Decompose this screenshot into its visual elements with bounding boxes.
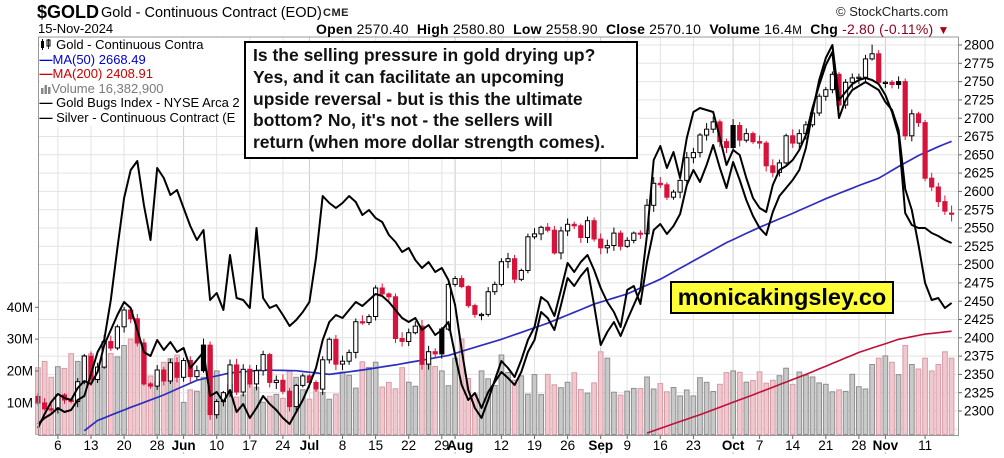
svg-text:2650: 2650: [964, 147, 994, 162]
svg-text:20: 20: [117, 438, 132, 453]
svg-text:2425: 2425: [964, 312, 994, 327]
svg-text:28: 28: [150, 438, 165, 453]
svg-text:Jun: Jun: [172, 438, 196, 453]
svg-text:2475: 2475: [964, 276, 994, 291]
svg-text:2450: 2450: [964, 294, 994, 309]
svg-text:2550: 2550: [964, 221, 994, 236]
svg-text:19: 19: [527, 438, 542, 453]
svg-text:24: 24: [275, 438, 291, 453]
svg-text:13: 13: [83, 438, 98, 453]
svg-text:28: 28: [851, 438, 866, 453]
svg-text:2775: 2775: [964, 56, 994, 71]
svg-text:2375: 2375: [964, 349, 994, 364]
svg-text:2750: 2750: [964, 74, 994, 89]
svg-text:10: 10: [209, 438, 224, 453]
svg-text:Oct: Oct: [722, 438, 745, 453]
svg-text:2700: 2700: [964, 111, 994, 126]
svg-text:21: 21: [818, 438, 833, 453]
svg-text:29: 29: [434, 438, 449, 453]
svg-text:22: 22: [401, 438, 416, 453]
svg-text:Jul: Jul: [300, 438, 320, 453]
svg-text:2725: 2725: [964, 93, 994, 108]
svg-text:16: 16: [653, 438, 668, 453]
svg-text:Sep: Sep: [588, 438, 613, 453]
svg-text:Aug: Aug: [447, 438, 473, 453]
svg-text:2300: 2300: [964, 404, 994, 419]
svg-text:2500: 2500: [964, 257, 994, 272]
svg-text:2800: 2800: [964, 38, 994, 53]
svg-text:7: 7: [756, 438, 764, 453]
svg-text:2350: 2350: [964, 367, 994, 382]
svg-text:2400: 2400: [964, 330, 994, 345]
svg-text:20M: 20M: [7, 364, 33, 379]
svg-text:2525: 2525: [964, 239, 994, 254]
svg-text:14: 14: [785, 438, 801, 453]
svg-text:2600: 2600: [964, 184, 994, 199]
svg-text:26: 26: [560, 438, 575, 453]
svg-text:Nov: Nov: [873, 438, 899, 453]
svg-text:15: 15: [368, 438, 383, 453]
svg-text:2675: 2675: [964, 129, 994, 144]
svg-text:8: 8: [339, 438, 347, 453]
svg-text:11: 11: [918, 438, 932, 453]
svg-text:23: 23: [686, 438, 701, 453]
svg-text:30M: 30M: [7, 332, 33, 347]
svg-text:6: 6: [54, 438, 62, 453]
svg-text:9: 9: [623, 438, 631, 453]
svg-text:17: 17: [242, 438, 257, 453]
svg-text:2325: 2325: [964, 385, 994, 400]
svg-text:40M: 40M: [7, 300, 33, 315]
svg-text:12: 12: [494, 438, 509, 453]
svg-text:10M: 10M: [7, 395, 33, 410]
svg-text:2575: 2575: [964, 202, 994, 217]
svg-text:2625: 2625: [964, 166, 994, 181]
